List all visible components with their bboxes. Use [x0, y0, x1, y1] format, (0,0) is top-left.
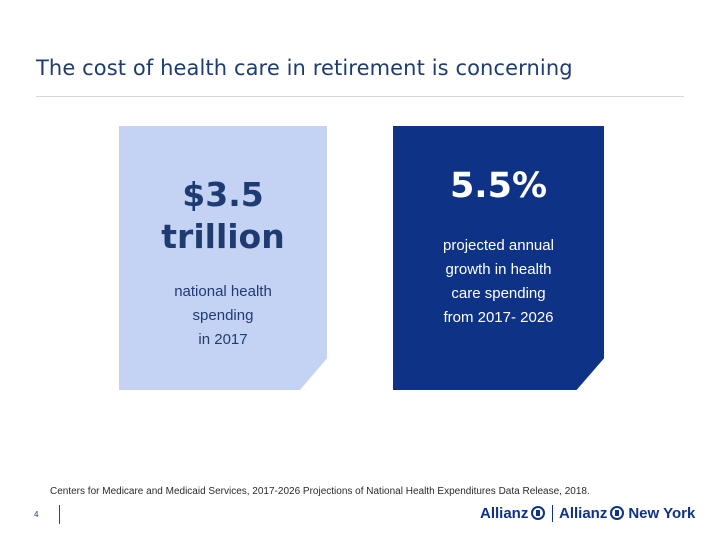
stat-description-line: in 2017 [198, 331, 248, 348]
source-citation: Centers for Medicare and Medicaid Servic… [50, 486, 590, 497]
stat-value: $3.5 trillion [119, 174, 327, 258]
stat-card-national-spending: $3.5 trillion national health spending i… [119, 126, 327, 390]
stat-description-line: care spending [451, 285, 546, 302]
footer-divider [59, 505, 60, 524]
logo-divider [552, 505, 553, 522]
allianz-logo-text: Allianz [480, 504, 529, 522]
allianz-logo: Allianz [480, 503, 546, 523]
page-number: 4 [34, 510, 39, 519]
stat-description-line: from 2017- 2026 [443, 309, 554, 326]
stat-value-line-2: trillion [161, 217, 285, 256]
allianz-eagle-icon [610, 506, 625, 520]
allianz-new-york-logo: Allianz New York [559, 503, 695, 523]
stat-card-growth-rate: 5.5% projected annual growth in health c… [393, 126, 604, 390]
stat-description-line: spending [192, 307, 254, 324]
stat-description: projected annual growth in health care s… [393, 234, 604, 330]
stat-value-line-1: $3.5 [182, 175, 264, 214]
stat-value: 5.5% [449, 166, 548, 206]
stat-description: national health spending in 2017 [119, 280, 327, 352]
title-divider [36, 96, 684, 97]
stat-description-line: national health [174, 283, 272, 300]
stat-description-line: projected annual [443, 237, 554, 254]
allianz-eagle-icon [531, 506, 546, 520]
stat-description-line: growth in health [445, 261, 552, 278]
slide-title: The cost of health care in retirement is… [36, 56, 573, 80]
new-york-text: New York [628, 504, 696, 522]
allianz-logo-text: Allianz [559, 504, 608, 522]
